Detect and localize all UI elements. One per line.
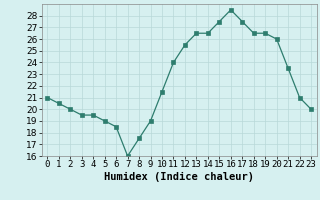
X-axis label: Humidex (Indice chaleur): Humidex (Indice chaleur) [104, 172, 254, 182]
